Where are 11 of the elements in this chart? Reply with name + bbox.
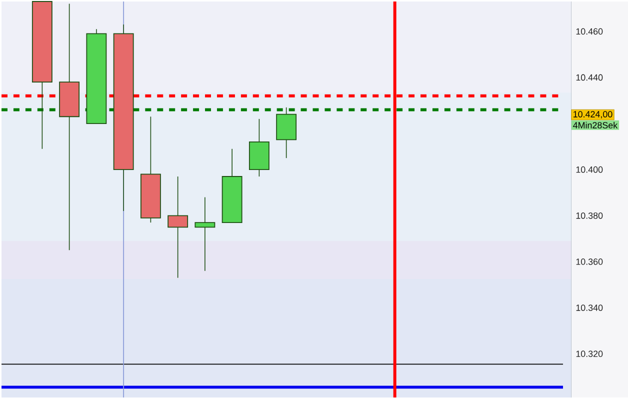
candlestick (168, 176, 188, 278)
y-tick-label: 10.460 (576, 28, 603, 35)
candlestick (194, 196, 216, 272)
text: 4Min28Sek (573, 122, 618, 128)
y-tick-label: 10.360 (576, 258, 603, 265)
y-tick-label: 10.440 (576, 74, 603, 81)
y-tick-label: 10.400 (576, 166, 603, 173)
text: 10.424,00 (574, 111, 612, 118)
y-tick-label: 10.320 (576, 350, 603, 357)
y-tick-label: 10.380 (576, 212, 603, 219)
y-tick-label: 10.340 (576, 304, 603, 311)
